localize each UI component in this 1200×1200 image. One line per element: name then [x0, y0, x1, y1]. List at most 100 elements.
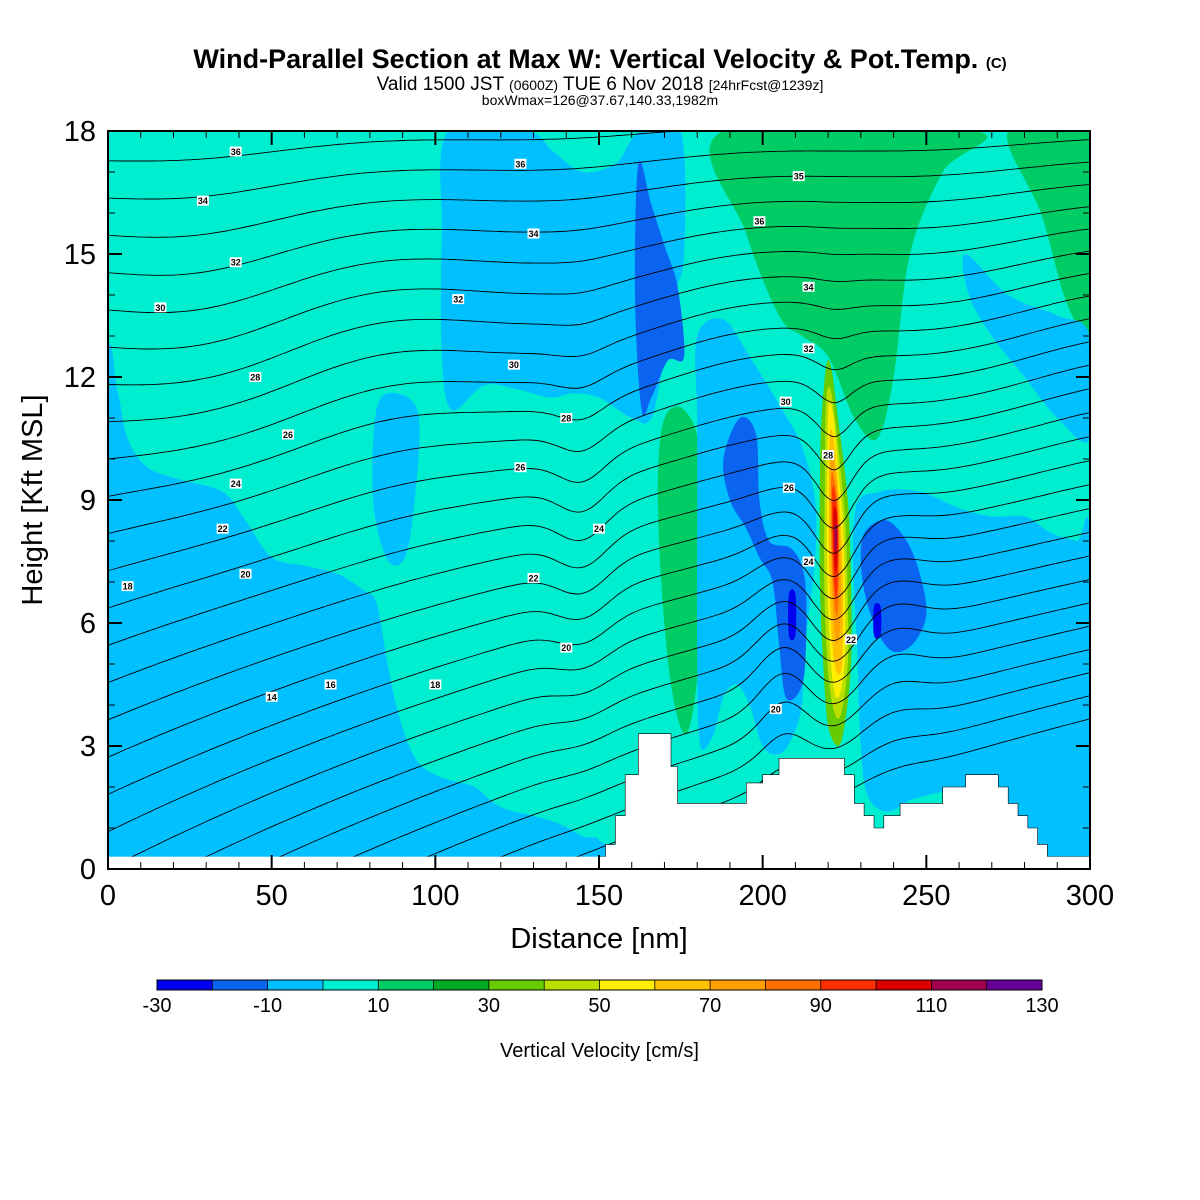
svg-text:20: 20 — [771, 705, 781, 715]
svg-text:18: 18 — [430, 680, 440, 690]
theta-contour-31 — [108, 272, 1090, 423]
theta-label-8: 32 — [452, 294, 465, 305]
theta-label-19: 26 — [782, 482, 795, 493]
theta-label-17: 26 — [514, 462, 527, 473]
theta-label-16: 28 — [822, 449, 835, 460]
velocity-region-11 — [497, 392, 583, 787]
y-tick-label-9: 9 — [80, 485, 96, 517]
velocity-region-22 — [873, 603, 882, 639]
x-axis-label: Distance [nm] — [510, 923, 687, 955]
svg-text:24: 24 — [231, 479, 241, 489]
y-tick-label-12: 12 — [64, 362, 96, 394]
svg-text:20: 20 — [240, 569, 250, 579]
theta-contour-19 — [108, 555, 1090, 869]
theta-label-11: 30 — [507, 359, 520, 370]
svg-text:28: 28 — [561, 414, 571, 424]
svg-text:26: 26 — [283, 430, 293, 440]
x-tick-label-200: 200 — [738, 880, 786, 912]
velocity-region-17 — [962, 254, 1090, 443]
y-tick-label-3: 3 — [80, 731, 96, 763]
svg-text:14: 14 — [267, 692, 277, 702]
theta-label-20: 24 — [593, 523, 605, 534]
colorbar-tick-label: 30 — [478, 995, 500, 1017]
svg-text:36: 36 — [515, 159, 525, 169]
colorbar-swatch-12 — [820, 980, 877, 990]
svg-text:16: 16 — [326, 680, 336, 690]
colorbar-tick-label: 130 — [1025, 995, 1058, 1017]
svg-text:20: 20 — [561, 643, 571, 653]
theta-label-23: 20 — [239, 568, 252, 579]
svg-text:32: 32 — [803, 344, 813, 354]
theta-label-10: 32 — [802, 343, 815, 354]
theta-contours — [108, 131, 1090, 869]
theta-contour-29 — [108, 318, 1090, 497]
colorbar-swatch-15 — [986, 980, 1043, 990]
colorbar-swatch-10 — [710, 980, 766, 990]
svg-text:32: 32 — [453, 295, 463, 305]
svg-text:26: 26 — [784, 483, 794, 493]
theta-contour-30 — [108, 295, 1090, 460]
theta-contour-27 — [108, 364, 1090, 572]
theta-contour-21 — [108, 508, 1090, 795]
svg-text:34: 34 — [803, 282, 813, 292]
svg-text:22: 22 — [218, 524, 228, 534]
colorbar-swatch-1 — [212, 980, 269, 990]
theta-contour-14 — [470, 672, 1090, 869]
terrain — [598, 733, 1090, 869]
x-tick-label-0: 0 — [100, 880, 116, 912]
velocity-region-19 — [723, 416, 807, 701]
colorbar-tick-label: 70 — [699, 995, 721, 1017]
colorbar: -30 -10 10 30 50 70 90 110 130 Vertical Velocity … — [143, 979, 1059, 1062]
velocity-region-5 — [1006, 131, 1090, 347]
theta-contour-35 — [108, 183, 1090, 276]
y-tick-label-18: 18 — [64, 116, 96, 148]
theta-contour-33 — [108, 228, 1090, 350]
theta-label-3: 34 — [196, 195, 209, 206]
theta-label-13: 30 — [779, 396, 792, 407]
theta-contour-36 — [108, 161, 1090, 238]
theta-contour-20 — [108, 531, 1090, 833]
theta-label-1: 36 — [514, 158, 527, 169]
svg-text:28: 28 — [250, 373, 260, 383]
theta-contour-16 — [325, 625, 1090, 869]
chart-subtitle: Valid 1500 JST (0600Z) TUE 6 Nov 2018 [2… — [376, 74, 824, 95]
theta-label-31: 20 — [769, 704, 782, 715]
svg-text:36: 36 — [754, 217, 764, 227]
velocity-region-3 — [709, 131, 988, 441]
y-axis-label: Height [Kft MSL] — [17, 394, 49, 605]
theta-contour-23 — [108, 460, 1090, 721]
colorbar-tick-label: 90 — [810, 995, 832, 1017]
svg-text:24: 24 — [803, 557, 813, 567]
theta-label-24: 22 — [527, 572, 540, 583]
theta-label-9: 30 — [154, 302, 167, 313]
velocity-region-21 — [788, 589, 797, 641]
theta-label-4: 36 — [753, 216, 766, 227]
svg-text:24: 24 — [594, 524, 604, 534]
x-tick-label-100: 100 — [411, 880, 459, 912]
theta-label-28: 16 — [324, 679, 337, 690]
svg-text:18: 18 — [123, 582, 133, 592]
theta-contour-18 — [179, 578, 1090, 869]
theta-contour-24 — [108, 436, 1090, 684]
svg-text:22: 22 — [846, 635, 856, 645]
theta-label-14: 28 — [560, 413, 573, 424]
svg-text:32: 32 — [231, 258, 241, 268]
colorbar-swatch-7 — [544, 980, 600, 990]
chart-title: Wind-Parallel Section at Max W: Vertical… — [193, 44, 1007, 74]
colorbar-swatch-14 — [931, 980, 988, 990]
colorbar-swatch-2 — [267, 980, 324, 990]
y-tick-label-6: 6 — [80, 608, 96, 640]
svg-text:28: 28 — [823, 450, 833, 460]
theta-label-30: 14 — [265, 691, 278, 702]
svg-text:34: 34 — [528, 229, 538, 239]
y-tick-label-15: 15 — [64, 239, 96, 271]
chart-box-wmax: boxWmax=126@37.67,140.33,1982m — [481, 92, 719, 108]
colorbar-swatch-3 — [322, 980, 379, 990]
theta-label-15: 26 — [282, 429, 294, 440]
theta-contour-32 — [108, 250, 1090, 386]
svg-text:30: 30 — [509, 360, 519, 370]
theta-contour-37 — [108, 139, 1090, 200]
x-tick-label-50: 50 — [256, 880, 288, 912]
velocity-region-18 — [634, 160, 685, 417]
